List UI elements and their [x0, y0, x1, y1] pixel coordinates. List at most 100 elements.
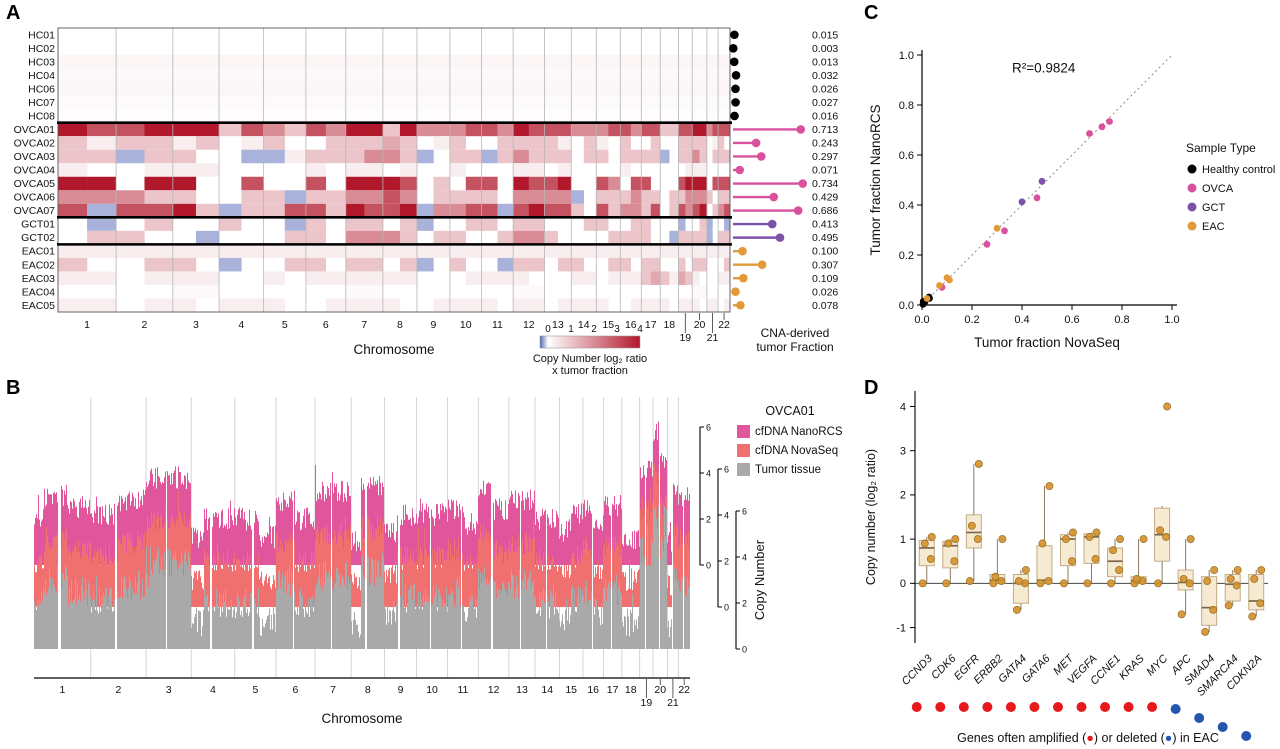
amplified-gene-dot	[1100, 702, 1111, 712]
row-label: EAC03	[22, 273, 55, 285]
panel-a-label: A	[6, 2, 21, 24]
data-point	[974, 459, 983, 468]
legend-swatch	[1187, 183, 1197, 193]
identity-line	[921, 54, 1173, 306]
y-tick-label: 1	[900, 534, 906, 546]
lollipop-axis-title: CNA-derived	[761, 326, 830, 340]
lollipop-dot	[775, 233, 785, 242]
chromosome-tick: 5	[252, 684, 258, 696]
data-point	[1233, 566, 1242, 575]
y-tick-label: 4	[900, 401, 906, 413]
y-tick-label: 2	[900, 490, 906, 502]
data-point	[1106, 118, 1113, 125]
tumor-fraction-value: 0.100	[812, 246, 838, 258]
row-label: HC04	[28, 70, 55, 82]
panel-d-label: D	[864, 377, 879, 399]
data-point	[1156, 526, 1165, 535]
data-point	[967, 521, 976, 530]
lollipop-dot	[739, 273, 748, 283]
row-label: GCT02	[21, 232, 55, 244]
gene-box-GATA6	[1036, 482, 1054, 588]
data-point	[1116, 535, 1124, 544]
tumor-fraction-value: 0.429	[812, 192, 838, 204]
data-point	[1045, 482, 1054, 491]
amplified-gene-dot	[1123, 702, 1134, 712]
data-point	[1091, 555, 1100, 563]
panel-b-label: B	[6, 377, 21, 399]
data-point	[1109, 546, 1117, 555]
gene-box-KRAS	[1130, 535, 1148, 588]
legend-swatch	[737, 425, 750, 438]
data-point	[1115, 566, 1123, 575]
row-label: EAC02	[22, 259, 55, 271]
legend-label: Healthy control	[1202, 164, 1275, 176]
legend-label: EAC	[1202, 221, 1225, 233]
y-tick-label: 0.0	[899, 300, 914, 312]
tumor-fraction-value: 0.003	[812, 43, 838, 55]
data-point	[993, 224, 1001, 232]
cn-tick: 6	[724, 465, 729, 475]
data-point	[1256, 599, 1265, 608]
row-label: OVCA05	[14, 178, 56, 190]
colorbar-tick: 1	[568, 324, 574, 335]
row-label: HC02	[28, 43, 55, 55]
data-point	[1162, 532, 1171, 541]
tumor-fraction-value: 0.027	[812, 97, 838, 109]
heatmap-cells	[58, 55, 731, 312]
tumor-fraction-value: 0.026	[812, 286, 838, 298]
data-point	[973, 535, 982, 544]
data-point	[950, 557, 959, 566]
chromosome-tick: 14	[578, 319, 590, 331]
cn-tick: 0	[706, 561, 711, 571]
data-point	[942, 579, 951, 588]
gene-box-CCNE1	[1107, 535, 1124, 588]
lollipop-dot	[731, 287, 740, 297]
row-label: HC01	[28, 29, 55, 41]
data-point	[1232, 581, 1241, 590]
chromosome-tick: 18	[663, 319, 675, 331]
data-point	[1060, 579, 1068, 588]
tumor-fraction-value: 0.016	[812, 111, 838, 123]
y-tick-label: 0	[900, 578, 906, 590]
data-point	[1033, 194, 1041, 202]
chromosome-tick: 9	[398, 684, 404, 696]
chromosome-tick: 10	[426, 684, 438, 696]
gene-label: CCND3	[900, 652, 936, 688]
data-point	[1098, 123, 1106, 131]
colorbar-tick: 4	[637, 324, 643, 335]
tumor-fraction-value: 0.297	[812, 151, 838, 163]
tumor-fraction-lollipops: 0.0150.0030.0130.0320.0260.0270.0160.713…	[728, 29, 838, 312]
data-point	[1185, 579, 1194, 588]
chromosome-tick: 15	[565, 684, 577, 696]
colorbar-title: Copy Number log₂ ratio	[533, 353, 647, 365]
chromosome-tick: 11	[492, 319, 503, 331]
data-point	[1209, 605, 1218, 614]
lollipop-dot	[751, 138, 761, 148]
gene-box-CCND3	[918, 532, 936, 588]
amplified-gene-dot	[935, 702, 946, 712]
cn-tick: 6	[742, 507, 747, 517]
cn-track-3	[34, 500, 690, 649]
data-point	[1201, 627, 1210, 636]
panel-c-label: C	[864, 2, 879, 24]
box	[965, 514, 982, 549]
y-tick-label: 0.6	[899, 150, 914, 162]
data-point	[1107, 579, 1115, 588]
lollipop-dot	[736, 300, 745, 310]
data-point	[1186, 535, 1195, 544]
x-axis-title: Chromosome	[321, 711, 402, 726]
lollipop-dot	[769, 192, 779, 202]
chromosome-tick: 7	[330, 684, 336, 696]
data-point	[998, 535, 1007, 544]
gene-label: MYC	[1144, 653, 1170, 679]
data-point	[1085, 532, 1094, 541]
gene-box-SMAD4	[1201, 566, 1219, 636]
x-tick-label: 0.2	[964, 314, 979, 326]
y-axis-title: Copy Number	[752, 539, 767, 620]
panel-b-genome-tracks: 1 2 3 4 5 6 7 8 9 10 11 12 13 14 15 16 17 1819202122Chrom…	[0, 375, 860, 749]
data-point	[1001, 227, 1008, 235]
caption: Genes often amplified (●) or deleted (●)…	[957, 731, 1219, 745]
legend-swatch	[737, 463, 750, 476]
data-point	[918, 579, 927, 588]
